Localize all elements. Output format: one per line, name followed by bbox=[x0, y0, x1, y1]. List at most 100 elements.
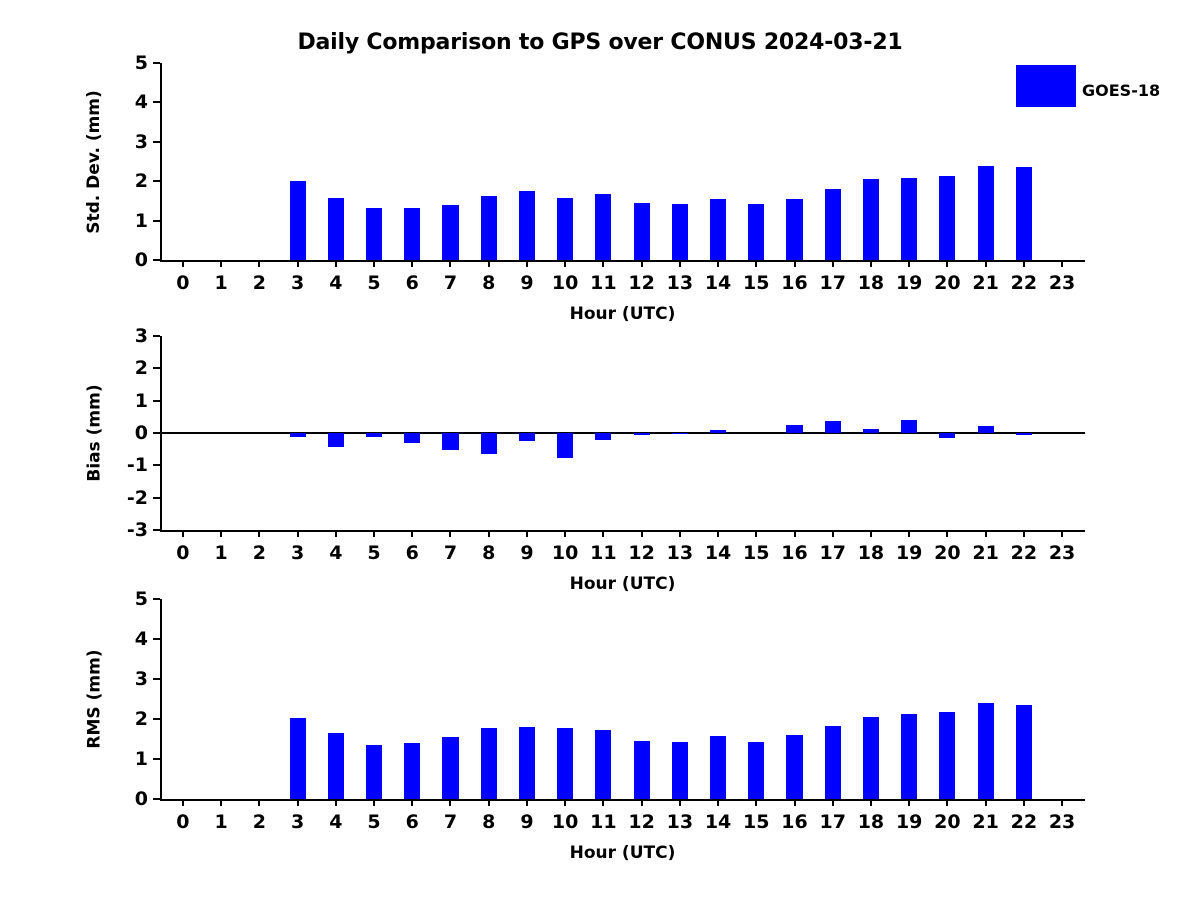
x-tick-label-std-dev-12: 12 bbox=[628, 272, 655, 294]
bar-std-dev-hour-20 bbox=[939, 175, 956, 260]
x-tick-label-std-dev-18: 18 bbox=[857, 272, 885, 294]
y-axis-spine-rms bbox=[160, 599, 162, 799]
x-tick-bias-14 bbox=[717, 530, 720, 537]
x-tick-label-std-dev-9: 9 bbox=[520, 272, 534, 294]
y-tick-label-rms-1: 1 bbox=[134, 748, 148, 770]
x-tick-rms-9 bbox=[525, 799, 528, 806]
y-axis-label-bias: Bias (mm) bbox=[84, 384, 105, 482]
y-tick-label-bias-3: 0 bbox=[134, 422, 148, 444]
bar-rms-hour-8 bbox=[480, 727, 497, 799]
x-tick-label-std-dev-16: 16 bbox=[781, 272, 808, 294]
x-tick-bias-9 bbox=[525, 530, 528, 537]
bar-std-dev-hour-21 bbox=[977, 166, 994, 260]
y-tick-label-bias-4: 1 bbox=[134, 389, 148, 412]
bar-std-dev-hour-11 bbox=[595, 193, 612, 260]
bar-bias-hour-19 bbox=[901, 420, 918, 433]
x-tick-std-dev-0 bbox=[181, 260, 184, 267]
bar-bias-hour-11 bbox=[595, 433, 612, 441]
bar-std-dev-hour-17 bbox=[824, 189, 841, 260]
x-tick-rms-23 bbox=[1061, 799, 1064, 806]
x-tick-bias-5 bbox=[373, 530, 376, 537]
y-tick-label-bias-0: -3 bbox=[126, 519, 148, 541]
y-tick-label-bias-1: -2 bbox=[126, 486, 148, 509]
subplot-rms: 0 1 2 3 4 5 0 1 2 3 4 5 6 7 8 9 10 11 12 13 14 15 16 17 18 19 20 21… bbox=[84, 588, 1085, 863]
bar-std-dev-hour-5 bbox=[366, 207, 383, 260]
x-tick-label-std-dev-4: 4 bbox=[329, 272, 343, 294]
x-axis-label-rms: Hour (UTC) bbox=[569, 843, 676, 863]
x-tick-bias-13 bbox=[678, 530, 681, 537]
x-tick-rms-10 bbox=[564, 799, 567, 806]
x-tick-bias-0 bbox=[181, 530, 184, 537]
legend-color-swatch-goes-18 bbox=[1016, 65, 1076, 107]
y-tick-label-std-dev-1: 1 bbox=[134, 209, 148, 232]
bar-rms-hour-19 bbox=[901, 714, 918, 799]
x-tick-std-dev-18 bbox=[869, 260, 872, 267]
x-tick-bias-17 bbox=[831, 530, 834, 537]
x-tick-label-bias-1: 1 bbox=[214, 542, 228, 564]
y-axis-label-rms: RMS (mm) bbox=[84, 649, 105, 749]
bar-rms-hour-14 bbox=[710, 735, 727, 799]
bar-bias-hour-21 bbox=[977, 425, 994, 433]
x-tick-rms-14 bbox=[717, 799, 720, 806]
bar-rms-hour-7 bbox=[442, 737, 459, 799]
y-tick-bias-6 bbox=[153, 335, 160, 337]
subplot-bias: -3 -2 -1 0 1 2 3 0 1 2 3 4 5 6 7 8 9 10 11 12 13 14 15 16 17 18 19… bbox=[84, 325, 1085, 594]
x-tick-std-dev-17 bbox=[831, 260, 834, 267]
x-tick-rms-17 bbox=[831, 799, 834, 806]
x-tick-label-std-dev-13: 13 bbox=[666, 272, 694, 294]
x-tick-bias-16 bbox=[793, 530, 796, 537]
x-tick-bias-12 bbox=[640, 530, 643, 537]
x-tick-label-std-dev-23: 23 bbox=[1048, 272, 1076, 294]
x-tick-label-std-dev-5: 5 bbox=[367, 272, 381, 294]
x-tick-std-dev-22 bbox=[1022, 260, 1025, 267]
x-tick-std-dev-3 bbox=[296, 260, 299, 267]
x-tick-std-dev-7 bbox=[449, 260, 452, 267]
x-tick-label-rms-9: 9 bbox=[520, 811, 534, 833]
x-tick-bias-10 bbox=[564, 530, 567, 537]
x-tick-std-dev-5 bbox=[373, 260, 376, 267]
x-tick-label-rms-20: 20 bbox=[934, 811, 961, 833]
x-tick-label-std-dev-7: 7 bbox=[443, 272, 458, 294]
bar-std-dev-hour-4 bbox=[327, 197, 344, 260]
x-tick-rms-13 bbox=[678, 799, 681, 806]
bar-std-dev-hour-13 bbox=[671, 204, 688, 260]
x-tick-label-rms-12: 12 bbox=[628, 811, 655, 833]
x-tick-std-dev-23 bbox=[1061, 260, 1064, 267]
x-tick-std-dev-1 bbox=[220, 260, 223, 267]
bar-rms-hour-22 bbox=[1015, 705, 1032, 799]
x-tick-rms-1 bbox=[220, 799, 223, 806]
x-tick-rms-21 bbox=[984, 799, 987, 806]
x-tick-label-rms-0: 0 bbox=[176, 811, 190, 833]
bar-bias-hour-18 bbox=[862, 429, 879, 433]
x-tick-label-rms-8: 8 bbox=[482, 811, 496, 833]
x-axis-label-std-dev: Hour (UTC) bbox=[569, 304, 676, 324]
x-tick-label-bias-7: 7 bbox=[443, 542, 458, 564]
y-tick-label-rms-3: 3 bbox=[134, 668, 148, 690]
x-tick-label-rms-17: 17 bbox=[819, 811, 846, 833]
x-tick-label-rms-19: 19 bbox=[895, 811, 923, 833]
y-tick-label-std-dev-4: 4 bbox=[134, 91, 148, 114]
y-tick-label-bias-2: -1 bbox=[126, 454, 148, 477]
x-tick-bias-18 bbox=[869, 530, 872, 537]
y-axis-spine-std-dev bbox=[160, 63, 162, 260]
x-tick-label-std-dev-2: 2 bbox=[252, 272, 266, 294]
bar-bias-hour-20 bbox=[939, 433, 956, 438]
y-tick-bias-2 bbox=[153, 464, 160, 467]
x-tick-rms-0 bbox=[181, 799, 184, 806]
bar-rms-hour-16 bbox=[786, 735, 803, 799]
x-tick-label-bias-3: 3 bbox=[290, 542, 305, 564]
x-tick-label-bias-12: 12 bbox=[628, 542, 655, 564]
x-tick-rms-3 bbox=[296, 799, 299, 806]
bar-rms-hour-17 bbox=[824, 725, 841, 799]
x-tick-label-bias-5: 5 bbox=[367, 542, 381, 564]
x-tick-label-rms-18: 18 bbox=[857, 811, 885, 833]
x-tick-label-rms-22: 22 bbox=[1010, 811, 1038, 833]
y-tick-label-std-dev-3: 3 bbox=[134, 130, 148, 153]
x-tick-label-rms-6: 6 bbox=[405, 811, 419, 833]
y-tick-bias-4 bbox=[153, 399, 160, 402]
x-tick-label-rms-16: 16 bbox=[781, 811, 808, 833]
y-tick-std-dev-1 bbox=[153, 219, 160, 222]
x-tick-label-bias-9: 9 bbox=[520, 542, 534, 564]
x-tick-label-bias-2: 2 bbox=[252, 542, 266, 564]
